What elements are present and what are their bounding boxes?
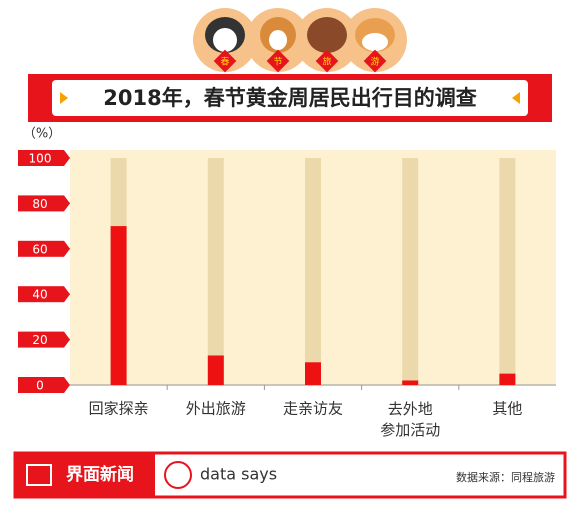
banner-inner — [52, 80, 528, 116]
x-tick-label: 其他 — [492, 400, 522, 418]
dog — [307, 17, 347, 53]
title-banner: 2018年，春节黄金周居民出行目的调查 — [28, 74, 552, 122]
y-tick-label: 20 — [32, 333, 47, 347]
badges — [193, 8, 407, 72]
footer-tagline: data says — [200, 465, 277, 484]
bar-track — [499, 158, 516, 385]
x-tick-label: 外出旅游 — [186, 400, 246, 418]
tick-tag — [18, 377, 64, 393]
badge-text: 春 — [220, 56, 229, 68]
bar — [305, 362, 321, 385]
bar-track — [305, 158, 321, 385]
y-tick-label: 0 — [36, 379, 44, 393]
y-tick-label: 60 — [32, 242, 47, 256]
badge-text: 节 — [273, 57, 282, 68]
bar — [402, 380, 419, 385]
x-tick-label: 回家探亲 — [89, 400, 149, 418]
bar-track — [207, 158, 224, 385]
brand-icon — [26, 464, 52, 486]
footer-brand-box — [15, 453, 155, 497]
y-tick-label: 100 — [29, 152, 52, 166]
arrow — [512, 92, 520, 104]
bar — [207, 355, 224, 385]
y-tick-label: 80 — [32, 197, 47, 211]
badge-text: 游 — [370, 56, 379, 68]
badge-text: 旅 — [322, 56, 331, 68]
footer-brand: 界面新闻 — [66, 464, 134, 485]
x-tick-label: 走亲访友 — [283, 400, 343, 418]
tick-tag — [18, 240, 64, 257]
y-axis-label: （%） — [23, 127, 61, 142]
tick-tag — [18, 286, 64, 303]
dog — [362, 33, 388, 51]
bar — [499, 373, 516, 385]
tick-tag — [18, 150, 64, 166]
bar-track — [402, 158, 419, 385]
dog — [213, 28, 237, 52]
tick-tag — [18, 195, 64, 212]
dog — [269, 30, 287, 50]
arrow — [60, 92, 68, 104]
footer-source: 数据来源：同程旅游 — [456, 470, 555, 484]
bar — [110, 226, 127, 385]
footer: 界面新闻 data says 数据来源：同程旅游 — [13, 451, 567, 499]
chart-title: 2018年，春节黄金周居民出行目的调查 — [103, 86, 476, 110]
tick-tag — [18, 331, 64, 348]
x-tick-label: 去外地参加活动 — [380, 400, 440, 439]
y-tick-label: 40 — [32, 288, 47, 302]
tagline-icon — [164, 461, 192, 489]
